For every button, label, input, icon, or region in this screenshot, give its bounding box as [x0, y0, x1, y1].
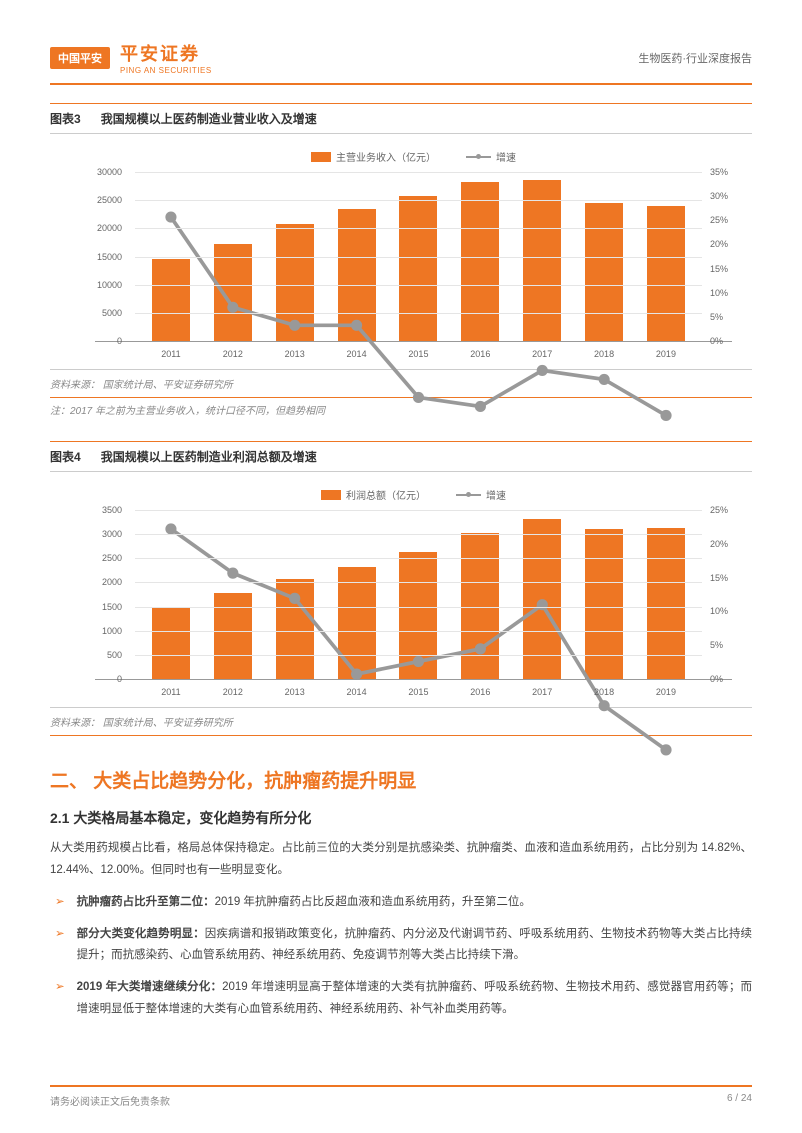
- x-label: 2015: [399, 687, 437, 697]
- logo-wrap: 中国平安: [50, 47, 110, 69]
- chart4-title-row: 图表4 我国规模以上医药制造业利润总额及增速: [50, 441, 752, 472]
- chart4-num: 图表4: [50, 448, 81, 465]
- bar: [523, 180, 561, 341]
- brand-cn: 平安证券: [120, 40, 212, 66]
- bullet-item: ➢ 部分大类变化趋势明显：因疾病谱和报销政策变化，抗肿瘤药、内分泌及代谢调节药、呼…: [55, 924, 752, 968]
- chart3-legend: 主营业务收入（亿元） 增速: [95, 149, 732, 164]
- bar: [276, 579, 314, 679]
- bullet-list: ➢ 抗肿瘤药占比升至第二位：2019 年抗肿瘤药占比反超血液和造血系统用药，升至第…: [55, 892, 752, 1021]
- chart4-plot: 0500100015002000250030003500 0%5%10%15%2…: [95, 510, 732, 680]
- chart4-legend-line: 增速: [456, 487, 506, 502]
- x-label: 2011: [152, 349, 190, 359]
- bullet-marker-icon: ➢: [55, 892, 65, 914]
- logo-badge: 中国平安: [50, 47, 110, 69]
- bar-swatch-icon: [311, 152, 331, 162]
- bar: [399, 196, 437, 341]
- brand-en: PING AN SECURITIES: [120, 66, 212, 75]
- bullet-item: ➢ 2019 年大类增速继续分化：2019 年增速明显高于整体增速的大类有抗肿瘤药…: [55, 977, 752, 1021]
- chart3-area: 主营业务收入（亿元） 增速 05000100001500020000250003…: [50, 144, 752, 364]
- bar: [461, 182, 499, 341]
- bullet-marker-icon: ➢: [55, 924, 65, 968]
- line-swatch-icon: [466, 156, 491, 158]
- bullet-lead: 抗肿瘤药占比升至第二位：: [77, 896, 215, 908]
- x-label: 2018: [585, 349, 623, 359]
- chart3-plot: 050001000015000200002500030000 0%5%10%15…: [95, 172, 732, 342]
- x-label: 2012: [214, 687, 252, 697]
- bullet-lead: 2019 年大类增速继续分化：: [77, 981, 222, 993]
- x-label: 2017: [523, 349, 561, 359]
- brand: 平安证券 PING AN SECURITIES: [120, 40, 212, 75]
- chart3-block: 图表3 我国规模以上医药制造业营业收入及增速 主营业务收入（亿元） 增速 050…: [50, 103, 752, 423]
- bullet-body: 抗肿瘤药占比升至第二位：2019 年抗肿瘤药占比反超血液和造血系统用药，升至第二…: [77, 892, 531, 914]
- chart4-legend: 利润总额（亿元） 增速: [95, 487, 732, 502]
- bar: [214, 244, 252, 341]
- header-category: 生物医药·行业深度报告: [638, 50, 752, 66]
- chart3-title-row: 图表3 我国规模以上医药制造业营业收入及增速: [50, 103, 752, 134]
- x-label: 2019: [647, 349, 685, 359]
- chart4-legend-bar: 利润总额（亿元）: [321, 487, 426, 502]
- chart4-source: 资料来源： 国家统计局、平安证券研究所: [50, 707, 752, 736]
- page-footer: 请务必阅读正文后免责条款 6 / 24: [50, 1085, 752, 1108]
- x-label: 2015: [399, 349, 437, 359]
- bar: [585, 203, 623, 341]
- chart3-note: 注：2017 年之前为主营业务收入，统计口径不同，但趋势相同: [50, 398, 752, 423]
- x-label: 2016: [461, 349, 499, 359]
- bullet-body: 2019 年大类增速继续分化：2019 年增速明显高于整体增速的大类有抗肿瘤药、…: [77, 977, 752, 1021]
- chart4-area: 利润总额（亿元） 增速 0500100015002000250030003500…: [50, 482, 752, 702]
- bar-swatch-icon: [321, 490, 341, 500]
- footer-disclaimer: 请务必阅读正文后免责条款: [50, 1093, 170, 1108]
- chart3-legend-line: 增速: [466, 149, 516, 164]
- chart4-title: 我国规模以上医药制造业利润总额及增速: [101, 448, 317, 465]
- chart3-title: 我国规模以上医药制造业营业收入及增速: [101, 110, 317, 127]
- bar: [647, 206, 685, 341]
- bar: [276, 224, 314, 341]
- chart3-source: 资料来源： 国家统计局、平安证券研究所: [50, 369, 752, 398]
- x-label: 2013: [276, 687, 314, 697]
- bullet-lead: 部分大类变化趋势明显：: [77, 928, 205, 940]
- section-subtitle: 2.1 大类格局基本稳定，变化趋势有所分化: [50, 808, 752, 828]
- line-swatch-icon: [456, 494, 481, 496]
- x-label: 2011: [152, 687, 190, 697]
- x-label: 2017: [523, 687, 561, 697]
- chart3-legend-bar: 主营业务收入（亿元）: [311, 149, 436, 164]
- section-title: 二、 大类占比趋势分化，抗肿瘤药提升明显: [50, 766, 752, 793]
- bar: [647, 528, 685, 679]
- bar: [152, 607, 190, 679]
- page-header: 中国平安 平安证券 PING AN SECURITIES 生物医药·行业深度报告: [50, 40, 752, 85]
- section-intro: 从大类用药规模占比看，格局总体保持稳定。占比前三位的大类分别是抗感染类、抗肿瘤类…: [50, 838, 752, 882]
- x-label: 2016: [461, 687, 499, 697]
- footer-page-number: 6 / 24: [727, 1093, 752, 1108]
- chart3-num: 图表3: [50, 110, 81, 127]
- x-label: 2014: [338, 687, 376, 697]
- bullet-item: ➢ 抗肿瘤药占比升至第二位：2019 年抗肿瘤药占比反超血液和造血系统用药，升至第…: [55, 892, 752, 914]
- bar: [152, 259, 190, 341]
- x-label: 2018: [585, 687, 623, 697]
- bullet-body: 部分大类变化趋势明显：因疾病谱和报销政策变化，抗肿瘤药、内分泌及代谢调节药、呼吸…: [77, 924, 752, 968]
- x-label: 2014: [338, 349, 376, 359]
- x-label: 2019: [647, 687, 685, 697]
- bullet-text: 2019 年抗肿瘤药占比反超血液和造血系统用药，升至第二位。: [215, 896, 531, 908]
- chart4-block: 图表4 我国规模以上医药制造业利润总额及增速 利润总额（亿元） 增速 05001…: [50, 441, 752, 736]
- bullet-marker-icon: ➢: [55, 977, 65, 1021]
- x-label: 2012: [214, 349, 252, 359]
- bar: [399, 552, 437, 679]
- x-label: 2013: [276, 349, 314, 359]
- bar: [585, 529, 623, 679]
- logo-block: 中国平安 平安证券 PING AN SECURITIES: [50, 40, 212, 75]
